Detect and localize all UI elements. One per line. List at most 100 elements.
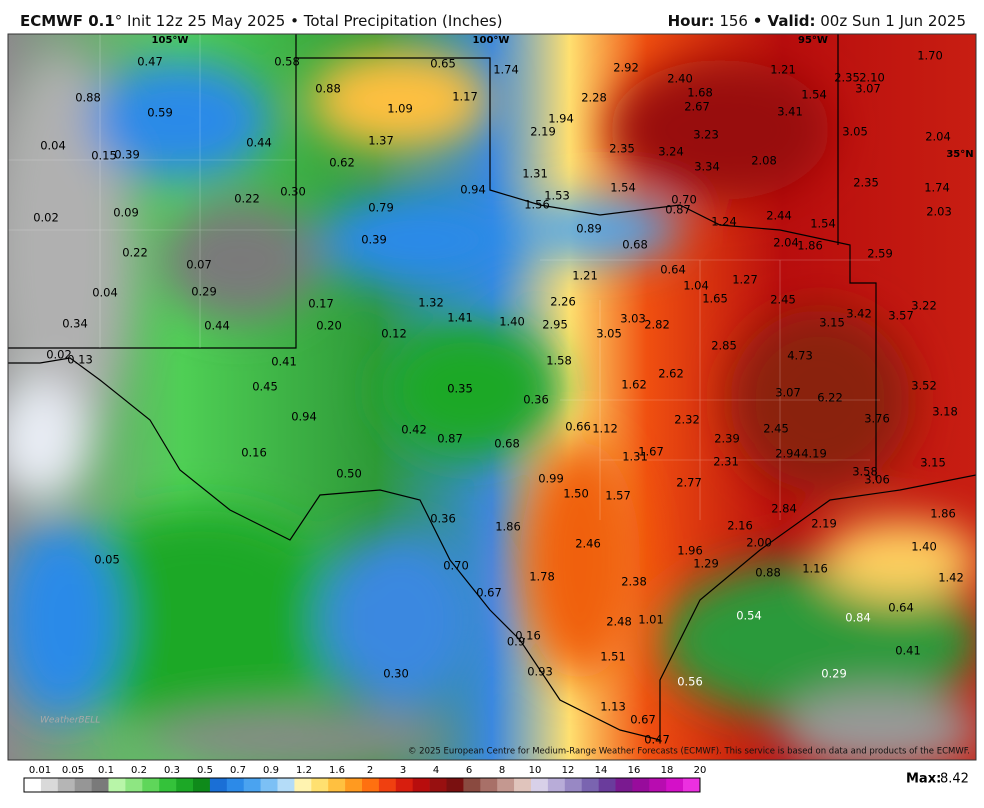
precip-label: 1.74 [924,181,950,195]
precip-label: 2.40 [667,72,693,86]
colorbar-label: 0.9 [263,765,279,776]
colorbar-swatch [395,778,413,792]
precip-label: 0.35 [447,382,473,396]
precip-label: 2.92 [613,61,639,75]
precip-label: 2.38 [621,575,647,589]
precip-label: 3.76 [864,412,890,426]
precip-label: 3.18 [932,405,958,419]
precip-label: 0.64 [660,263,686,277]
precip-label: 0.87 [665,203,691,217]
precip-label: 2.77 [676,476,702,490]
precip-label: 2.35 [609,142,635,156]
colorbar-swatch [277,778,295,792]
colorbar-label: 0.5 [197,765,213,776]
label-layer: 105°W 100°W 95°W 35°N 0.47 0.58 0.65 1.74 2.92 1.… [33,35,973,747]
precip-label: 3.15 [920,456,946,470]
colorbar-label: 18 [661,765,674,776]
colorbar-label: 2 [367,765,373,776]
colorbar-swatch [108,778,126,792]
precip-label: 1.40 [911,540,937,554]
precip-label: 0.05 [94,553,120,567]
precip-label: 1.86 [495,520,521,534]
colorbar-label: 0.2 [131,765,147,776]
precip-label: 0.36 [430,512,456,526]
precip-label: 0.88 [75,91,101,105]
precip-label: 3.22 [911,299,937,313]
precip-label: 1.40 [499,315,525,329]
colorbar-label: 0.05 [62,765,84,776]
precip-label: 1.16 [802,562,828,576]
precip-label: 2.04 [925,130,951,144]
colorbar-label: 8 [499,765,505,776]
valid-label: • Valid: [752,12,816,30]
colorbar-label: 0.1 [98,765,114,776]
colorbar-swatch [463,778,481,792]
precip-label: 1.94 [548,112,574,126]
colorbar-swatch [632,778,650,792]
precip-label: 3.42 [846,307,872,321]
precip-label: 2.59 [867,247,893,261]
precip-label: 2.19 [530,125,556,139]
precip-label: 2.62 [658,367,684,381]
colorbar-label: 12 [562,765,575,776]
precip-label: 2.84 [771,502,797,516]
precip-label: 0.70 [443,559,469,573]
colorbar-swatch [581,778,599,792]
precip-label: 0.89 [576,222,602,236]
colorbar-swatch [615,778,633,792]
colorbar-swatch [193,778,211,792]
colorbar-label: 4 [433,765,439,776]
precip-label: 1.54 [810,217,836,231]
precip-label: 3.52 [911,379,937,393]
precip-label: 2.67 [684,100,710,114]
colorbar-swatch [598,778,616,792]
precip-label: 1.65 [702,292,728,306]
precip-label: 3.34 [694,160,720,174]
precip-label: 2.08 [751,154,777,168]
precip-label: 1.42 [938,571,964,585]
precip-label: 2.94 [775,447,801,461]
colorbar-swatch [209,778,228,792]
graticule-label: 35°N [946,149,973,160]
precip-label: 2.10 [859,71,885,85]
precip-label: 0.67 [476,586,502,600]
precip-label: 0.59 [147,106,173,120]
precip-label: 3.15 [819,316,845,330]
precip-label: 1.86 [797,239,823,253]
colorbar-swatch [57,778,75,792]
title-text: ° Init 12z 25 May 2025 • Total Precipita… [114,12,503,30]
colorbar-label: 16 [628,765,641,776]
precip-label: 0.68 [494,437,520,451]
colorbar-label: 0.7 [230,765,246,776]
colorbar-swatch [497,778,515,792]
precip-label: 0.58 [274,55,300,69]
precip-label: 2.32 [674,413,700,427]
precip-label: 0.30 [280,185,306,199]
precip-label: 1.29 [693,557,719,571]
precip-label: 1.31 [522,167,548,181]
precip-label: 2.95 [542,318,568,332]
precip-label: 0.45 [252,380,278,394]
precip-label: 3.06 [864,473,890,487]
colorbar-swatch [40,778,59,792]
precip-label: 0.15 [91,149,117,163]
precip-label: 0.36 [523,393,549,407]
precip-label: 0.79 [368,201,394,215]
precip-label: 0.29 [191,285,217,299]
precip-label: 0.16 [241,446,267,460]
precip-label: 1.78 [529,570,555,584]
precip-field [8,34,976,760]
precip-label: 1.17 [452,90,478,104]
precip-label: 2.31 [713,455,739,469]
graticule-label: 95°W [798,35,828,46]
precip-label: 2.19 [811,517,837,531]
colorbar-swatch [666,778,684,792]
precip-label: 0.87 [437,432,463,446]
precip-label: 1.12 [592,422,618,436]
precip-label: 2.00 [746,536,772,550]
precip-label: 2.82 [644,318,670,332]
colorbar-swatch [446,778,464,792]
precip-label: 2.46 [575,537,601,551]
precip-label: 0.99 [538,472,564,486]
valid: 00z Sun 1 Jun 2025 [820,12,966,30]
